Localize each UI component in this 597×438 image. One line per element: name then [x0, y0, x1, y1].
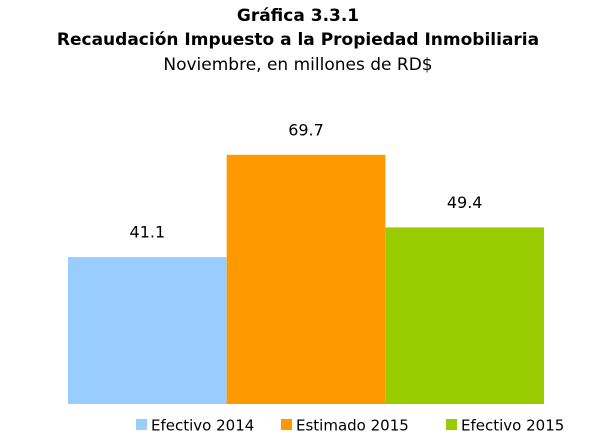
legend-label: Estimado 2015: [296, 417, 409, 435]
chart-title: Gráfica 3.3.1: [237, 6, 359, 26]
legend-swatch: [281, 419, 292, 430]
chart-caption: Noviembre, en millones de RD$: [163, 55, 432, 75]
bar: [68, 257, 227, 404]
legend-label: Efectivo 2015: [461, 417, 564, 435]
bar: [226, 154, 386, 404]
value-label: 49.4: [447, 193, 483, 212]
value-label: 41.1: [130, 223, 166, 242]
legend-swatch: [446, 419, 457, 430]
legend-label: Efectivo 2014: [151, 417, 254, 435]
value-label: 69.7: [288, 120, 324, 139]
legend-swatch: [136, 419, 147, 430]
chart-subtitle: Recaudación Impuesto a la Propiedad Inmo…: [57, 30, 539, 50]
bar: [385, 227, 544, 404]
